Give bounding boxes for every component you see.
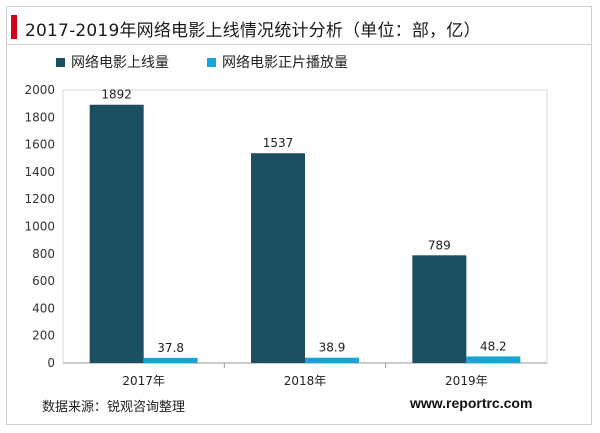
data-label-series-1: 1892 bbox=[101, 88, 132, 102]
data-label-series-2: 48.2 bbox=[480, 339, 507, 353]
data-source-note: 数据来源：锐观咨询整理 bbox=[42, 400, 186, 415]
legend-label-series-2: 网络电影正片播放量 bbox=[222, 55, 348, 71]
data-label-series-2: 37.8 bbox=[157, 341, 184, 355]
y-tick-label: 1600 bbox=[24, 138, 55, 152]
y-tick-label: 0 bbox=[47, 356, 55, 370]
y-tick-label: 1400 bbox=[24, 165, 55, 179]
data-label-series-1: 789 bbox=[428, 238, 451, 252]
legend-swatch-series-1 bbox=[56, 57, 65, 67]
data-label-series-2: 38.9 bbox=[319, 341, 346, 355]
title-accent-bar bbox=[11, 15, 17, 39]
y-tick-label: 1200 bbox=[24, 192, 55, 206]
bar-series-2 bbox=[143, 357, 198, 363]
legend-item-series-2: 网络电影正片播放量 bbox=[207, 52, 348, 72]
bar-series-1 bbox=[412, 255, 467, 363]
y-tick-label: 2000 bbox=[24, 83, 55, 97]
y-tick-label: 200 bbox=[32, 329, 55, 343]
y-tick-label: 800 bbox=[32, 247, 55, 261]
chart-title: 2017-2019年网络电影上线情况统计分析（单位：部，亿） bbox=[25, 21, 481, 41]
bar-series-2 bbox=[305, 357, 359, 363]
x-tick-label: 2018年 bbox=[284, 374, 327, 388]
data-label-series-1: 1537 bbox=[263, 136, 294, 150]
legend-swatch-series-2 bbox=[207, 57, 216, 67]
title-divider bbox=[6, 44, 592, 45]
y-tick-label: 600 bbox=[32, 274, 55, 288]
title-bar: 2017-2019年网络电影上线情况统计分析（单位：部，亿） bbox=[6, 10, 592, 44]
bar-series-1 bbox=[89, 104, 144, 363]
legend-item-series-1: 网络电影上线量 bbox=[56, 52, 169, 72]
y-tick-label: 1000 bbox=[24, 220, 55, 234]
x-tick-label: 2019年 bbox=[445, 374, 488, 388]
bar-series-1 bbox=[251, 153, 305, 363]
x-tick-label: 2017年 bbox=[122, 374, 165, 388]
website-watermark: www.reportrc.com bbox=[410, 395, 533, 411]
bar-series-2 bbox=[466, 356, 521, 363]
y-tick-label: 1800 bbox=[24, 110, 55, 124]
legend-label-series-1: 网络电影上线量 bbox=[71, 55, 169, 71]
y-tick-label: 400 bbox=[32, 301, 55, 315]
